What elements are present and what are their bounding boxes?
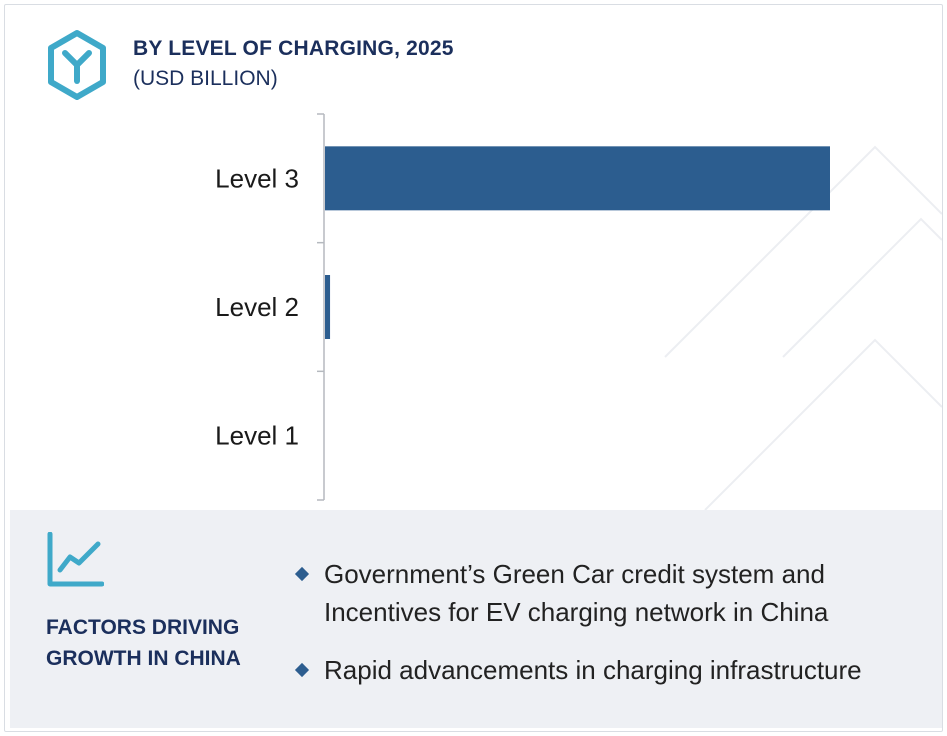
- list-item: Government’s Green Car credit system and…: [293, 555, 933, 631]
- factors-panel: FACTORS DRIVING GROWTH IN CHINA Governme…: [10, 510, 942, 728]
- factor-text: Government’s Green Car credit system and…: [324, 559, 829, 627]
- background-decoration: [664, 145, 942, 511]
- category-label: Level 2: [215, 292, 299, 322]
- bar: [325, 146, 830, 211]
- hexagon-y-logo-icon: [48, 30, 106, 100]
- factors-heading: FACTORS DRIVING GROWTH IN CHINA: [46, 616, 241, 670]
- factors-list: Government’s Green Car credit system and…: [293, 555, 933, 709]
- diamond-bullet-icon: [294, 662, 310, 678]
- list-item: Rapid advancements in charging infrastru…: [293, 651, 933, 689]
- category-label: Level 3: [215, 163, 299, 193]
- category-label: Level 1: [215, 421, 299, 451]
- diamond-bullet-icon: [294, 566, 310, 582]
- bar: [325, 275, 331, 339]
- infographic-card: BY LEVEL OF CHARGING, 2025 (USD BILLION)…: [4, 4, 943, 732]
- bar-chart: Level 3 Level 2 Level 1: [215, 113, 830, 501]
- chart-subtitle: (USD BILLION): [133, 67, 278, 90]
- chart-title: BY LEVEL OF CHARGING, 2025: [133, 37, 454, 60]
- factor-text: Rapid advancements in charging infrastru…: [324, 655, 862, 685]
- trend-line-chart-icon: [47, 532, 104, 587]
